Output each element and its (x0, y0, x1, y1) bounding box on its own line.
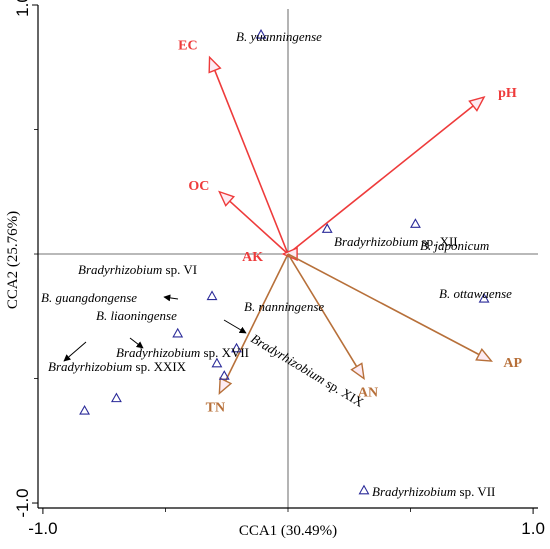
environment-vectors: EC pH OC AK TN AN AP (178, 38, 522, 415)
species-label: B. guangdongense (41, 290, 137, 305)
vector-arrowhead (468, 96, 486, 112)
vector-shaft (287, 253, 359, 369)
species-marker (206, 290, 218, 301)
species-label-part: Bradyrhizobium (78, 262, 162, 277)
species-label-part: B. guangdongense (41, 290, 137, 305)
vector-label-ap: AP (503, 356, 522, 371)
species-label-part: sp. XVII (200, 345, 249, 360)
leader-arrow (129, 337, 144, 349)
species-label: B. nanningense (244, 299, 324, 314)
species-label-part: Bradyrhizobium (48, 359, 132, 374)
vector-label-ak: AK (242, 250, 263, 265)
vector-shaft (287, 253, 482, 357)
species-label: Bradyrhizobium sp. VI (78, 262, 197, 277)
vector-label-ec: EC (178, 38, 197, 53)
species-marker (218, 370, 230, 380)
species-label-part: B. ottawaense (439, 286, 512, 301)
leader-arrow (163, 294, 179, 302)
species-marker (172, 327, 184, 338)
species-marker (478, 292, 490, 303)
y-tick-label: -1.0 (13, 488, 32, 517)
vector-arrowhead (475, 347, 494, 362)
vector-ap: AP (287, 253, 523, 371)
species-marker (358, 484, 370, 495)
vector-arrowhead (350, 362, 365, 381)
species-label-part: sp. XII (418, 234, 457, 249)
species-label-part: B. nanningense (244, 299, 324, 314)
y-axis-title: CCA2 (25.76%) (5, 211, 21, 309)
species-label: B. japonicum (420, 238, 489, 253)
species-label-part: sp. XXIX (132, 359, 186, 374)
species-label-part: sp. VII (456, 484, 495, 499)
species-marker (255, 28, 267, 39)
vector-arrowhead (218, 190, 236, 207)
vector-arrowhead (218, 377, 233, 396)
x-tick-label: 1.0 (521, 519, 545, 538)
species-label: B. liaoningense (96, 308, 177, 323)
vector-label-tn: TN (206, 400, 225, 415)
vector-oc: OC (188, 179, 289, 255)
vector-ec: EC (178, 38, 289, 255)
leader-arrow (223, 319, 247, 334)
y-tick-label: 1.0 (13, 0, 32, 17)
species-label: Bradyrhizobium sp. XII (334, 234, 458, 249)
species-label-part: Bradyrhizobium (334, 234, 418, 249)
species-label: B. ottawaense (439, 286, 512, 301)
zero-lines (38, 9, 538, 508)
species-marker (211, 357, 223, 368)
vector-shaft (223, 253, 289, 384)
species-label: Bradyrhizobium sp. XXIX (48, 359, 187, 374)
species-label-part: B. yuanningense (236, 29, 322, 44)
species-label-part: B. liaoningense (96, 308, 177, 323)
vector-label-an: AN (358, 386, 378, 401)
vector-shaft (287, 104, 476, 255)
species-label-part: B. japonicum (420, 238, 489, 253)
species-markers (79, 28, 490, 495)
leader-arrow (63, 341, 87, 362)
species-marker (110, 392, 122, 403)
species-label-part: sp. XIX (321, 374, 367, 410)
vector-an: AN (287, 253, 378, 401)
species-label: B. yuanningense (236, 29, 322, 44)
species-label-part: sp. VI (162, 262, 197, 277)
vector-label-ph: pH (498, 86, 517, 101)
species-marker (231, 342, 242, 353)
species-label-part: Bradyrhizobium (372, 484, 456, 499)
species-label-part: Bradyrhizobium (248, 331, 328, 387)
x-axis-title: CCA1 (30.49%) (239, 523, 337, 539)
species-label: Bradyrhizobium sp. XIX (248, 331, 367, 410)
species-label: Bradyrhizobium sp. XVII (116, 345, 249, 360)
vector-ph: pH (287, 86, 517, 255)
species-marker (410, 218, 421, 228)
species-label: Bradyrhizobium sp. VII (372, 484, 495, 499)
vector-label-oc: OC (188, 179, 209, 194)
axis-ticks: -1.0 1.0 1.0 -1.0 (13, 0, 545, 538)
vector-shaft (213, 68, 289, 255)
vector-arrowhead (208, 55, 222, 74)
label-leader-arrows (63, 294, 247, 362)
x-tick-label: -1.0 (28, 519, 57, 538)
vector-tn: TN (206, 253, 289, 415)
vector-shaft (227, 199, 289, 255)
species-marker (79, 404, 91, 415)
species-marker (321, 223, 333, 233)
species-label-part: Bradyrhizobium (116, 345, 200, 360)
